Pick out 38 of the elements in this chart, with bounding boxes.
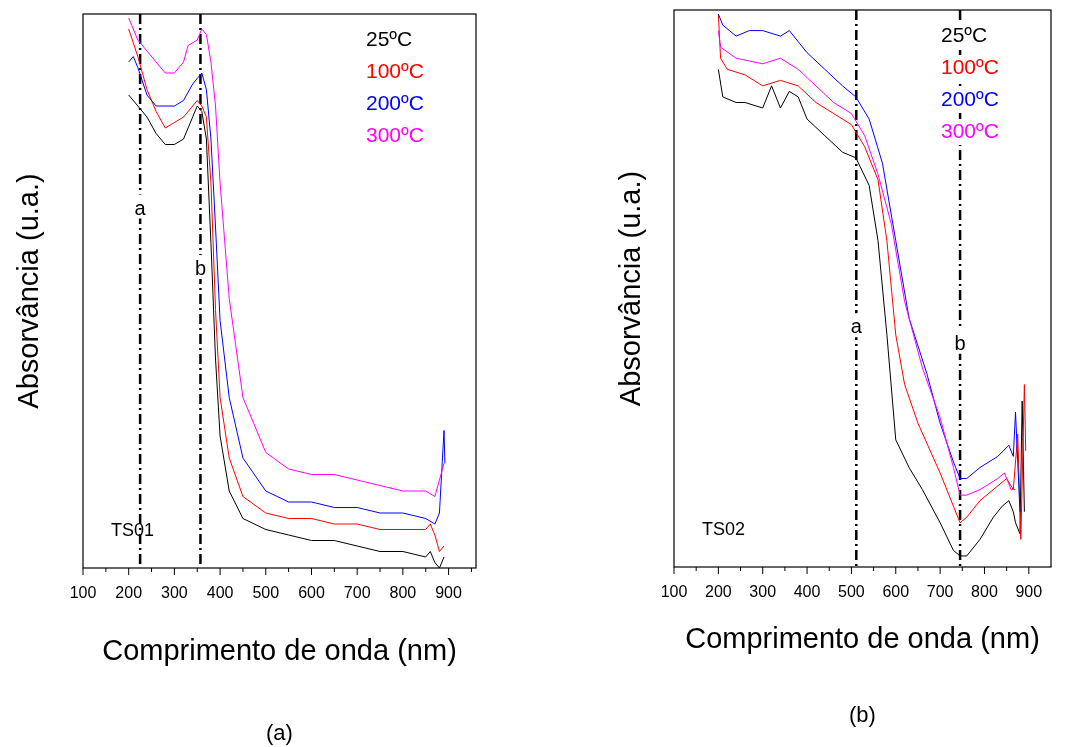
text: 200ºC [366,91,424,114]
text: 300ºC [941,119,999,142]
x-tick-label: 500 [838,583,865,600]
x-tick-label: 900 [435,584,463,601]
x-tick-label: 400 [793,583,821,600]
text: 100ºC [366,59,424,82]
x-tick-label: 800 [971,583,998,600]
annotation: a [134,196,147,219]
y-axis-title: Absorvância (u.a.) [12,173,44,409]
x-tick-label: 200 [705,583,732,600]
x-axis-title: Comprimento de onda (nm) [685,622,1040,654]
x-tick-label: 300 [161,584,188,601]
text: (a) [266,720,293,745]
x-tick-label: 500 [252,584,280,601]
annotation: b [954,331,966,354]
x-axis-title: Comprimento de onda (nm) [102,634,457,666]
x-tick-label: 600 [298,584,325,601]
x-tick-label: 300 [749,583,777,600]
x-tick-label: 800 [389,584,417,601]
x-tick-label: 100 [660,583,688,600]
annotation: TS02 [702,519,746,539]
annotation: a [850,315,863,338]
y-axis-title: Absorvância (u.a.) [614,170,646,407]
text: (b) [849,702,876,727]
text: 25ºC [366,27,413,50]
x-tick-label: 100 [69,584,97,601]
text: 200ºC [941,87,999,110]
x-tick-label: 400 [206,584,234,601]
x-tick-label: 700 [343,584,371,601]
annotation: TS01 [111,520,155,540]
x-tick-label: 200 [115,584,143,601]
x-tick-label: 900 [1015,583,1043,600]
text: 300ºC [366,123,424,146]
text: 100ºC [941,55,999,78]
annotation: b [194,257,207,279]
x-tick-label: 700 [926,583,954,600]
x-tick-label: 600 [882,583,910,600]
text: 25ºC [941,23,988,46]
